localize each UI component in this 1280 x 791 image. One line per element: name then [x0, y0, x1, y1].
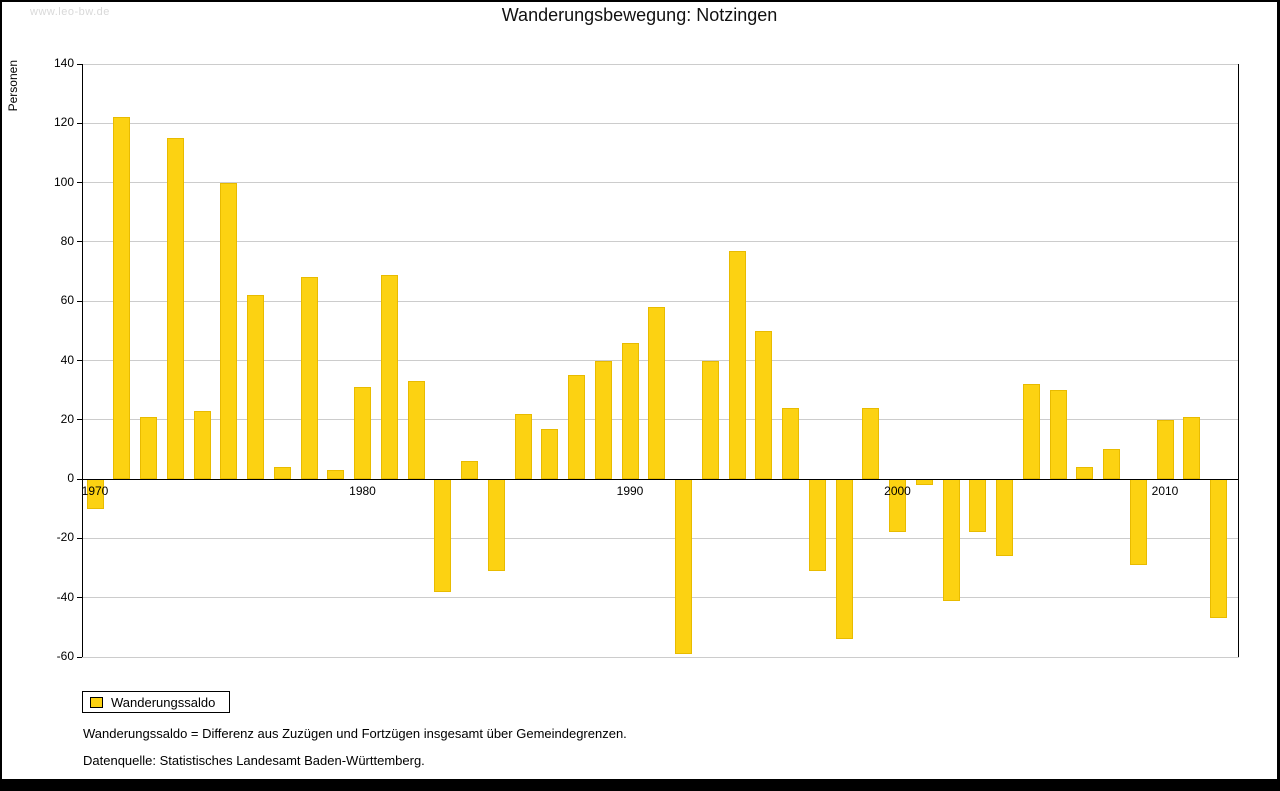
bar-1990 [621, 342, 639, 480]
gridline [82, 597, 1239, 599]
y-tick-label: -20 [56, 530, 74, 545]
bar-2007 [1076, 467, 1094, 480]
x-tick-label: 1980 [349, 484, 376, 499]
y-tick-mark [77, 122, 82, 124]
gridline [82, 122, 1239, 124]
legend-swatch [90, 696, 103, 708]
bar-1993 [701, 360, 719, 480]
bar-1974 [193, 410, 211, 480]
y-tick-mark [77, 597, 82, 599]
definition-note: Wanderungssaldo = Differenz aus Zuzügen … [83, 726, 627, 741]
bar-2012 [1210, 479, 1227, 619]
bar-1987 [541, 428, 559, 480]
x-tick-label: 1970 [81, 484, 109, 499]
bar-1992 [675, 479, 692, 655]
bar-1991 [648, 307, 666, 480]
gridline [82, 656, 1239, 658]
bar-2002 [942, 479, 960, 601]
y-axis-line [82, 64, 83, 657]
gridline [82, 63, 1239, 65]
bar-1975 [220, 182, 238, 480]
legend-label: Wanderungssaldo [111, 694, 216, 710]
y-tick-label: 100 [53, 174, 74, 189]
bar-1985 [487, 479, 505, 571]
bar-2005 [1022, 384, 1040, 480]
bar-1982 [407, 381, 425, 480]
bar-1994 [728, 250, 746, 480]
y-tick-mark [77, 656, 82, 658]
y-tick-mark [77, 478, 82, 480]
gridline [82, 182, 1239, 184]
y-tick-label: -40 [56, 589, 74, 604]
bar-2003 [969, 479, 987, 533]
bar-1983 [434, 479, 452, 592]
y-tick-label: 120 [53, 115, 74, 130]
bar-1996 [782, 407, 799, 480]
gridline [82, 300, 1239, 302]
chart-title: Wanderungsbewegung: Notzingen [501, 5, 778, 25]
x-axis-zero-line [82, 478, 1239, 480]
y-tick-label: 0 [67, 471, 74, 486]
gridline [82, 241, 1239, 243]
source-note: Datenquelle: Statistisches Landesamt Bad… [83, 753, 425, 768]
bar-1989 [594, 360, 612, 480]
y-tick-mark [77, 241, 82, 243]
y-tick-mark [77, 63, 82, 65]
bar-1980 [354, 387, 371, 480]
bar-1973 [166, 138, 184, 480]
legend: Wanderungssaldo [82, 691, 231, 713]
bar-2000 [889, 479, 906, 533]
y-tick-label: 60 [60, 293, 74, 308]
x-tick-label: 1990 [616, 484, 644, 499]
right-border-line [1238, 64, 1239, 657]
bar-1971 [113, 117, 131, 480]
bar-1988 [568, 375, 585, 480]
bar-1995 [755, 330, 773, 480]
y-tick-mark [77, 537, 82, 539]
y-tick-mark [77, 360, 82, 361]
bar-1984 [461, 461, 478, 480]
bar-1978 [300, 277, 318, 480]
bar-1999 [862, 407, 880, 480]
bar-1997 [808, 479, 826, 571]
y-tick-mark [77, 419, 82, 421]
bar-2006 [1049, 390, 1067, 480]
watermark: www.leo-bw.de [30, 6, 110, 18]
bar-2011 [1183, 416, 1201, 480]
y-tick-mark [77, 300, 82, 302]
bar-1981 [380, 274, 398, 480]
y-tick-label: 20 [60, 411, 74, 426]
y-tick-mark [77, 182, 82, 184]
x-tick-label: 2000 [884, 484, 911, 499]
y-tick-label: 140 [53, 56, 74, 70]
plot-area: -60 -40 -20 0 20 40 60 80 100 120 140 1970 1980 1990 2… [54, 56, 1239, 663]
bar-1972 [140, 416, 157, 480]
x-tick-label: 2010 [1151, 484, 1179, 499]
bar-1977 [273, 467, 291, 480]
bar-1986 [514, 413, 532, 480]
y-axis-label: Personen [6, 60, 20, 112]
bar-2008 [1103, 449, 1120, 480]
y-tick-label: 40 [60, 352, 74, 367]
bar-1998 [835, 479, 853, 640]
bar-2010 [1156, 419, 1174, 480]
y-tick-label: -60 [56, 649, 74, 663]
y-tick-label: 80 [60, 233, 74, 248]
bar-1976 [247, 295, 264, 480]
gridline [82, 537, 1239, 539]
bar-2004 [996, 479, 1013, 557]
